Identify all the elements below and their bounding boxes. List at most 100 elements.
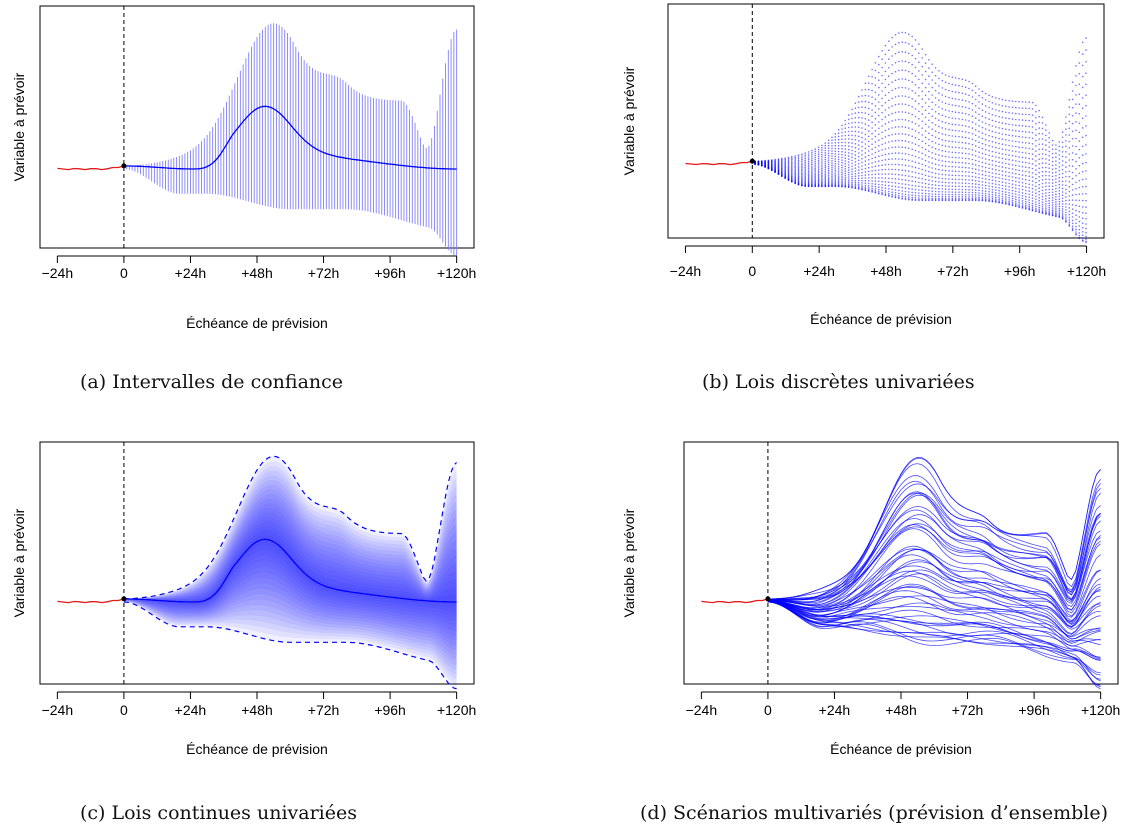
quantile-point [847,181,850,184]
quantile-point [898,126,900,128]
quantile-point [801,177,803,179]
quantile-point [1018,146,1020,148]
quantile-point [821,167,823,170]
quantile-point [1058,211,1061,213]
quantile-point [995,136,997,139]
quantile-point [1075,137,1077,140]
quantile-point [911,196,913,199]
quantile-point [804,156,806,158]
quantile-point [1018,204,1020,207]
quantile-point [914,181,917,183]
quantile-point [974,176,977,178]
density-band [123,470,457,675]
quantile-point [898,78,900,81]
quantile-point [1081,75,1084,78]
quantile-point [888,177,890,180]
quantile-point [784,160,786,163]
quantile-point [831,178,833,181]
quantile-point [878,177,880,179]
quantile-point [978,196,980,198]
quantile-point [1048,167,1050,169]
quantile-point [941,155,944,157]
quantile-point [1055,144,1057,146]
quantile-point [871,115,873,117]
quantile-point [831,181,833,183]
quantile-point [888,173,890,175]
quantile-point [958,161,960,164]
quantile-point [834,165,837,167]
observed-line [57,598,125,604]
quantile-point [874,177,877,179]
quantile-point [998,198,1000,201]
x-tick-label: +72h [308,265,340,281]
quantile-point [904,179,907,181]
quantile-point [1008,167,1010,170]
quantile-point [834,150,837,152]
quantile-point [941,184,944,187]
quantile-point [998,189,1000,192]
quantile-point [894,194,897,196]
quantile-point [857,106,860,109]
quantile-point [888,190,890,193]
quantile-point [884,181,887,183]
quantile-point [884,53,887,56]
quantile-point [801,172,803,175]
quantile-point [1061,212,1064,214]
quantile-point [1051,206,1054,208]
quantile-point [968,107,970,110]
quantile-point [984,174,987,177]
quantile-point [824,166,827,169]
quantile-point [847,161,850,163]
quantile-point [998,187,1000,189]
quantile-point [924,62,927,64]
quantile-point [991,197,994,200]
quantile-point [924,169,927,172]
quantile-point [801,169,803,172]
quantile-point [804,172,806,175]
density-band [123,534,457,607]
quantile-point [938,168,940,171]
quantile-point [911,154,913,157]
quantile-point [854,107,857,109]
quantile-point [1085,134,1087,137]
caption-c: (c) Lois continues univariées [80,802,357,824]
quantile-point [1025,136,1027,139]
x-tick-label: 0 [748,263,756,279]
quantile-point [918,172,920,175]
quantile-point [951,83,954,86]
quantile-point [1075,129,1077,132]
quantile-point [938,164,940,166]
quantile-point [1068,199,1071,201]
quantile-point [834,173,837,175]
quantile-point [867,189,870,192]
x-axis-label: Échéance de prévision [186,741,328,757]
quantile-point [1031,209,1034,211]
quantile-point [1085,235,1087,238]
quantile-point [974,150,977,152]
quantile-point [1071,81,1074,83]
quantile-point [824,170,827,173]
quantile-point [914,143,917,145]
quantile-point [814,172,816,175]
quantile-point [1085,153,1087,155]
quantile-point [1015,168,1017,171]
quantile-point [851,153,853,155]
quantile-point [814,171,816,173]
quantile-point [961,182,964,184]
quantile-point [971,199,974,201]
quantile-point [928,75,930,77]
quantile-point [1078,228,1081,231]
quantile-point [1065,192,1067,195]
quantile-point [1015,145,1017,148]
quantile-point [851,126,853,128]
quantile-point [851,134,853,137]
quantile-point [794,161,796,163]
quantile-point [1028,183,1030,185]
quantile-point [817,146,820,149]
quantile-point [1041,122,1044,124]
quantile-point [1021,165,1024,168]
quantile-point [928,59,930,61]
x-axis: −24h 0 +24h +48h +72h +96h +120h [42,255,476,281]
quantile-point [978,183,980,186]
quantile-point [807,173,810,176]
